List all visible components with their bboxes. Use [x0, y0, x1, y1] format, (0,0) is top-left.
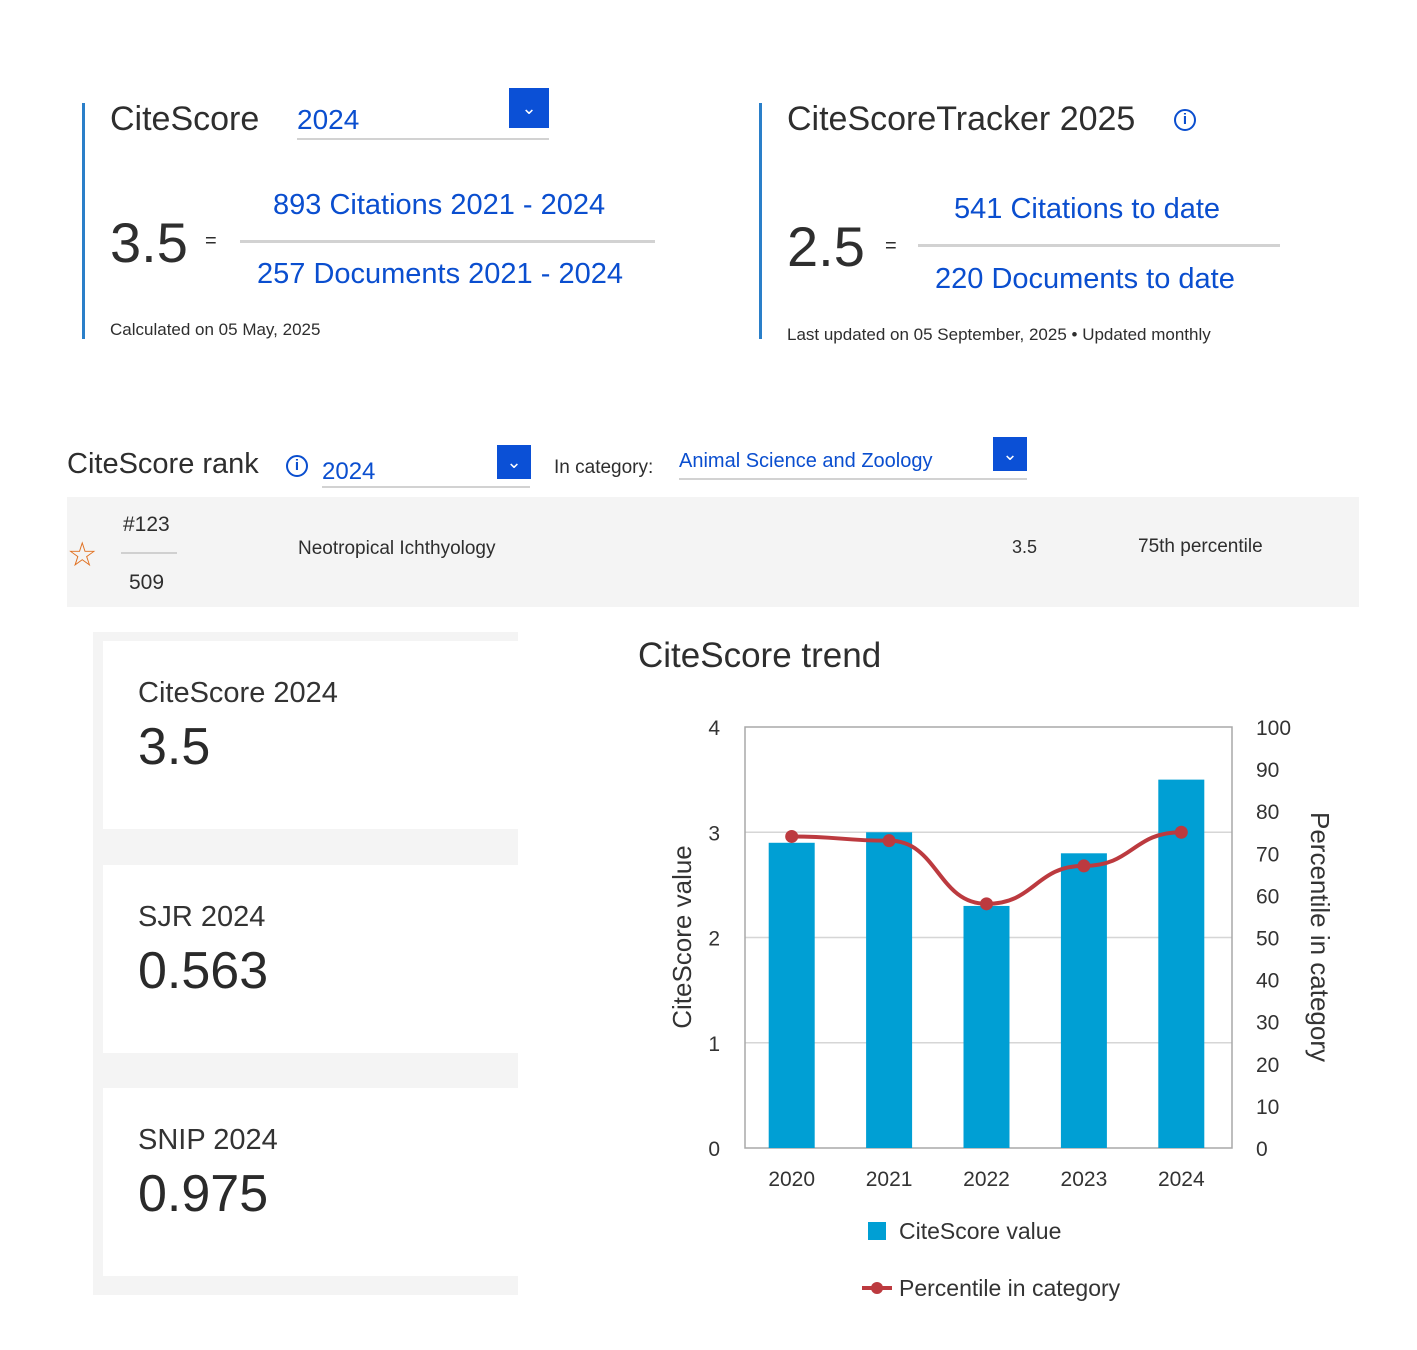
bar-2021: [866, 832, 913, 1148]
category-label: In category:: [554, 457, 654, 478]
fraction-line: [918, 244, 1280, 247]
tracker-documents-link[interactable]: 220 Documents to date: [935, 263, 1235, 295]
y2-tick-label: 20: [1256, 1054, 1279, 1077]
y2-tick-label: 100: [1256, 717, 1291, 740]
y2-tick-label: 90: [1256, 759, 1279, 782]
select-underline: [297, 138, 549, 140]
select-underline: [679, 478, 1027, 480]
y-tick-label: 4: [708, 717, 720, 740]
rank-total: 509: [129, 571, 165, 594]
y2-tick-label: 70: [1256, 843, 1279, 866]
section-accent: [82, 103, 85, 339]
metric-card-citescore: CiteScore 2024 3.5: [103, 641, 518, 829]
y2-tick-label: 60: [1256, 885, 1279, 908]
category-select[interactable]: Animal Science and Zoology: [679, 450, 933, 472]
x-tick-label: 2020: [768, 1168, 815, 1191]
legend-percentile: Percentile in category: [899, 1275, 1121, 1301]
star-icon[interactable]: ☆: [67, 536, 98, 574]
citescore-title: CiteScore: [110, 100, 260, 138]
percentile-point-2022: [980, 897, 993, 911]
legend-bar-swatch: [868, 1222, 886, 1240]
citations-link[interactable]: 893 Citations 2021 - 2024: [273, 189, 606, 221]
rank-position: #123: [123, 513, 170, 536]
chart-title: CiteScore trend: [638, 636, 882, 675]
rank-divider: [121, 552, 177, 554]
percentile-point-2023: [1077, 859, 1091, 873]
rank-title: CiteScore rank: [67, 448, 259, 480]
percentile-point-2021: [882, 834, 896, 848]
y2-tick-label: 30: [1256, 1012, 1279, 1035]
rank-score: 3.5: [1012, 537, 1038, 557]
bar-2024: [1158, 779, 1205, 1148]
y-tick-label: 3: [708, 822, 720, 845]
x-tick-label: 2024: [1158, 1168, 1205, 1191]
metric-label: SJR 2024: [138, 901, 266, 933]
percentile-point-2024: [1174, 825, 1188, 839]
citescore-value: 3.5: [110, 211, 188, 274]
y-tick-label: 1: [708, 1033, 720, 1056]
bullet: •: [1071, 325, 1078, 344]
section-accent: [759, 103, 762, 339]
update-frequency: Updated monthly: [1082, 325, 1211, 344]
y2-axis-label: Percentile in category: [1305, 812, 1335, 1062]
metric-label: SNIP 2024: [138, 1124, 278, 1156]
tracker-value: 2.5: [787, 215, 865, 278]
calculated-date: Calculated on 05 May, 2025: [110, 320, 321, 339]
y2-tick-label: 50: [1256, 928, 1279, 951]
bar-2020: [768, 842, 815, 1148]
journal-name: Neotropical Ichthyology: [298, 538, 496, 559]
rank-year-select[interactable]: 2024: [322, 458, 376, 485]
metric-label: CiteScore 2024: [138, 677, 338, 709]
y-tick-label: 2: [708, 928, 720, 951]
rank-row: ☆ #123 509 Neotropical Ichthyology 3.5 7…: [67, 497, 1359, 607]
select-underline: [322, 486, 530, 488]
metric-value: 0.563: [138, 942, 269, 1000]
info-icon[interactable]: i: [1174, 109, 1196, 131]
last-updated: Last updated on 05 September, 2025: [787, 325, 1067, 344]
y2-tick-label: 40: [1256, 970, 1279, 993]
y-axis-label: CiteScore value: [667, 845, 697, 1029]
info-icon[interactable]: i: [286, 455, 308, 477]
y2-tick-label: 80: [1256, 801, 1279, 824]
documents-link[interactable]: 257 Documents 2021 - 2024: [257, 258, 623, 290]
metric-card-sjr: SJR 2024 0.563: [103, 865, 518, 1053]
chevron-down-icon[interactable]: ⌄: [509, 88, 549, 128]
x-tick-label: 2022: [963, 1168, 1010, 1191]
tracker-title: CiteScoreTracker 2025: [787, 100, 1136, 138]
rank-percentile: 75th percentile: [1138, 536, 1263, 557]
fraction-line: [240, 240, 655, 243]
metric-card-snip: SNIP 2024 0.975: [103, 1088, 518, 1276]
percentile-point-2020: [785, 829, 799, 843]
equals: =: [885, 235, 897, 257]
x-tick-label: 2021: [866, 1168, 913, 1191]
percentile-line: [791, 830, 1182, 906]
chevron-down-icon[interactable]: ⌄: [497, 445, 531, 479]
y2-tick-label: 0: [1256, 1138, 1268, 1161]
metric-value: 3.5: [138, 718, 211, 776]
equals: =: [205, 230, 217, 252]
metric-value: 0.975: [138, 1165, 269, 1223]
y-tick-label: 0: [708, 1138, 720, 1161]
tracker-updated: Last updated on 05 September, 2025 • Upd…: [787, 325, 1211, 345]
tracker-citations-link[interactable]: 541 Citations to date: [954, 193, 1221, 225]
chevron-down-icon[interactable]: ⌄: [993, 437, 1027, 471]
legend-citescore: CiteScore value: [899, 1218, 1061, 1244]
legend-line-marker: [871, 1282, 883, 1294]
citescore-year-select[interactable]: 2024: [297, 104, 360, 135]
y2-tick-label: 10: [1256, 1096, 1279, 1119]
x-tick-label: 2023: [1061, 1168, 1108, 1191]
bar-2023: [1060, 853, 1107, 1148]
bar-2022: [963, 905, 1010, 1148]
